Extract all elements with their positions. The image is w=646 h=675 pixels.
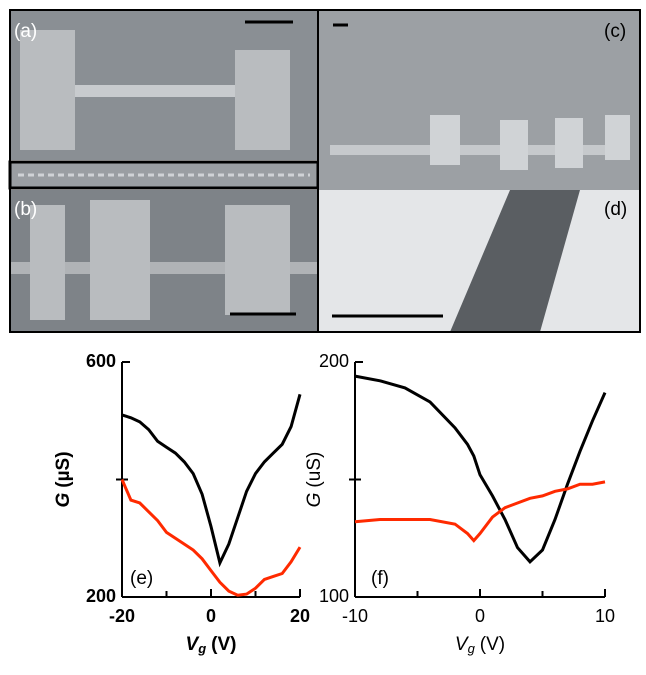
x-tick-label: 0	[475, 606, 485, 626]
x-tick-label: 0	[206, 606, 216, 626]
y-label-unit: (uS)	[304, 452, 325, 488]
y-tick-label: 200	[86, 586, 116, 606]
x-axis-label: Vg(V)	[186, 634, 237, 656]
y-tick-label: 100	[319, 586, 349, 606]
electrode	[90, 200, 150, 320]
electrode	[20, 30, 75, 150]
y-label-unit: (µS)	[53, 451, 74, 487]
x-label-unit: (V)	[480, 634, 505, 655]
nanotube	[330, 145, 630, 155]
data-line	[355, 482, 605, 541]
panel-label: (d)	[604, 199, 627, 220]
panel-annotation: (e)	[130, 568, 153, 589]
electrode	[555, 118, 583, 168]
panel-c-image	[318, 10, 640, 190]
panel-label: (c)	[604, 21, 626, 42]
x-tick-label: -20	[109, 606, 135, 626]
x-tick-label: -10	[342, 606, 368, 626]
y-tick-label: 600	[86, 351, 116, 371]
y-axis-label: G (uS)	[304, 452, 325, 508]
x-label-subscript: g	[197, 641, 206, 656]
panel-annotation: (f)	[371, 568, 389, 589]
panel-label: (a)	[14, 21, 37, 42]
x-tick-label: 10	[595, 606, 615, 626]
figure: (a) (b) (c) (d) 200600-20020(e)Vg(V)G(µS…	[0, 0, 646, 675]
electrode	[430, 115, 460, 165]
y-tick-label: 200	[319, 351, 349, 371]
x-tick-label: 20	[290, 606, 310, 626]
image-panels: (a) (b) (c) (d)	[10, 10, 640, 332]
y-axis-label: G (µS)	[53, 451, 74, 507]
x-label-unit: (V)	[211, 634, 236, 655]
electrode	[225, 205, 290, 315]
panel-label: (b)	[14, 199, 37, 220]
nanotube	[60, 85, 250, 97]
electrode	[605, 115, 630, 160]
y-label-symbol: G	[53, 493, 74, 508]
electrode	[235, 50, 290, 150]
x-axis-label: Vg(V)	[455, 634, 505, 656]
electrode	[30, 205, 65, 320]
y-label-symbol: G	[304, 493, 325, 508]
x-label-subscript: g	[468, 641, 476, 656]
electrode	[500, 120, 528, 170]
data-line	[122, 394, 300, 563]
